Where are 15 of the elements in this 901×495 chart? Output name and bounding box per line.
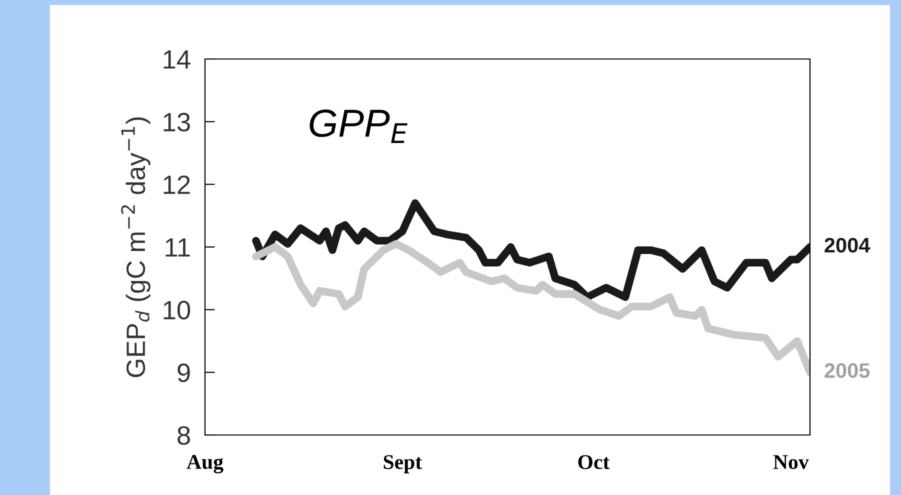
y-tick-label: 12 bbox=[164, 175, 190, 194]
x-tick-label: Nov bbox=[773, 455, 809, 470]
x-tick-label: Oct bbox=[578, 455, 610, 470]
series-label: 2005 bbox=[824, 363, 870, 378]
y-tick-label: 11 bbox=[166, 238, 190, 257]
x-tick-label: Aug bbox=[186, 454, 224, 474]
y-axis-title: GEP$_{d}$ (gC m$^{−2}$ day$^{−1}$) bbox=[121, 117, 150, 378]
y-tick-label: 13 bbox=[164, 112, 190, 132]
series-label: 2004 bbox=[824, 238, 870, 253]
y-tick-label: 14 bbox=[164, 50, 190, 69]
x-tick-label: Sept bbox=[384, 455, 422, 474]
y-tick-label: 8 bbox=[178, 426, 190, 445]
annotation: GPP$_{E}$ bbox=[310, 110, 408, 144]
y-tick-label: 9 bbox=[178, 363, 190, 382]
y-tick-label: 10 bbox=[164, 300, 190, 320]
